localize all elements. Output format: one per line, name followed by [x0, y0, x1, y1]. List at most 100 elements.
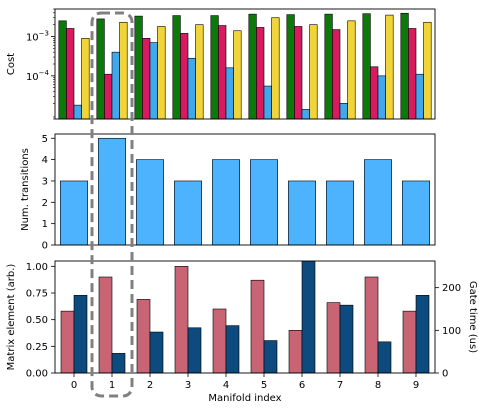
cost-bar: [187, 57, 196, 120]
gate-time-bar: [187, 327, 202, 374]
x-tick-label: 4: [223, 380, 229, 391]
cost-bar: [248, 13, 257, 120]
x-tick-label: 2: [147, 380, 153, 391]
y-tick-label: 0: [42, 241, 48, 252]
cost-bar: [271, 17, 280, 120]
plot-frame: [54, 8, 436, 120]
y-tick-label: 0.00: [26, 369, 48, 380]
cost-bar: [286, 14, 295, 120]
x-tick-label: 6: [299, 380, 305, 391]
transitions-bar: [98, 137, 126, 246]
cost-bar: [81, 38, 90, 120]
cost-bar: [157, 26, 166, 120]
y-tick-label: 0.25: [26, 342, 48, 353]
matrix-element-bar: [288, 330, 303, 374]
gate-time-bar: [263, 340, 278, 374]
highlight-box: [90, 11, 134, 398]
transitions-bar: [136, 159, 164, 246]
cost-bar: [111, 51, 120, 120]
x-axis-label: Manifold index: [208, 393, 281, 404]
transitions-bar: [326, 180, 354, 246]
cost-bar: [195, 24, 204, 120]
matrix-element-bar: [364, 276, 379, 374]
y-right-tick-label: 100: [442, 326, 461, 337]
plot-frame: [54, 133, 436, 246]
cost-bar: [423, 21, 432, 120]
transitions-bar: [402, 180, 430, 246]
x-tick-label: 3: [185, 380, 191, 391]
y-tick-label: 1: [42, 219, 48, 230]
x-tick-label: 0: [71, 380, 77, 391]
matrix-element-bar: [174, 266, 189, 374]
y-tick-label: 1.00: [26, 262, 48, 273]
cost-bar: [377, 75, 386, 120]
y-tick-label: 10−4: [26, 69, 50, 83]
y-axis-label: Matrix element (arb.): [6, 264, 17, 371]
plot-frame: [54, 260, 436, 374]
matrix-element-bar: [212, 308, 227, 374]
gate-time-bar: [149, 331, 164, 374]
y-tick-label: 3: [42, 176, 48, 187]
transitions-bar: [174, 180, 202, 246]
y-tick-label: 10−3: [26, 30, 49, 44]
y-right-tick-label: 200: [442, 283, 461, 294]
transitions-bar: [60, 180, 88, 246]
cost-bar: [309, 24, 318, 120]
x-tick-label: 9: [413, 380, 419, 391]
matrix-element-bar: [60, 310, 75, 374]
x-tick-label: 7: [337, 380, 343, 391]
y-tick-label: 4: [42, 155, 48, 166]
cost-bar: [339, 103, 348, 120]
cost-bar: [73, 104, 82, 120]
cost-bar: [256, 27, 265, 120]
cost-bar: [324, 13, 333, 120]
x-tick-label: 5: [261, 380, 267, 391]
cost-bar: [385, 14, 394, 120]
cost-bar: [400, 12, 409, 120]
cost-bar: [104, 73, 113, 120]
gate-time-bar: [73, 295, 88, 374]
cost-bar: [58, 20, 67, 120]
gate-time-bar: [339, 304, 354, 374]
y-axis-label: Cost: [6, 53, 17, 75]
matrix-element-bar: [98, 276, 113, 374]
transitions-bar: [212, 159, 240, 246]
y-tick-label: 0.50: [26, 315, 48, 326]
cost-bar: [218, 25, 227, 120]
gate-time-bar: [111, 353, 126, 374]
cost-bar: [210, 15, 219, 120]
cost-bar: [142, 38, 151, 120]
gate-time-bar: [415, 295, 430, 374]
y-right-tick-label: 0: [442, 369, 448, 380]
cost-bar: [149, 42, 158, 120]
matrix-element-bar: [136, 299, 151, 374]
y-tick-label: 2: [42, 198, 48, 209]
cost-bar: [370, 66, 379, 120]
cost-bar: [294, 26, 303, 120]
cost-bar: [180, 33, 189, 120]
cost-bar: [301, 109, 310, 120]
transitions-bar: [364, 159, 392, 246]
cost-bar: [66, 28, 75, 120]
gate-time-bar: [377, 341, 392, 374]
gate-time-bar: [301, 260, 316, 374]
cost-bar: [263, 85, 272, 120]
cost-bar: [347, 20, 356, 120]
matrix-element-bar: [402, 310, 417, 374]
cost-bar: [172, 15, 181, 120]
cost-bar: [408, 28, 417, 120]
transitions-bar: [250, 159, 278, 246]
y-right-axis-label: Gate time (us): [467, 281, 478, 353]
matrix-element-bar: [326, 302, 341, 374]
cost-bar: [225, 67, 234, 120]
cost-bar: [362, 13, 371, 120]
cost-bar: [233, 30, 242, 120]
cost-bar: [415, 73, 424, 120]
y-axis-label: Num. transitions: [20, 148, 31, 231]
cost-bar: [96, 18, 105, 120]
y-tick-label: 5: [42, 134, 48, 145]
transitions-bar: [288, 180, 316, 246]
cost-bar: [332, 29, 341, 120]
y-tick-label: 0.75: [26, 289, 48, 300]
